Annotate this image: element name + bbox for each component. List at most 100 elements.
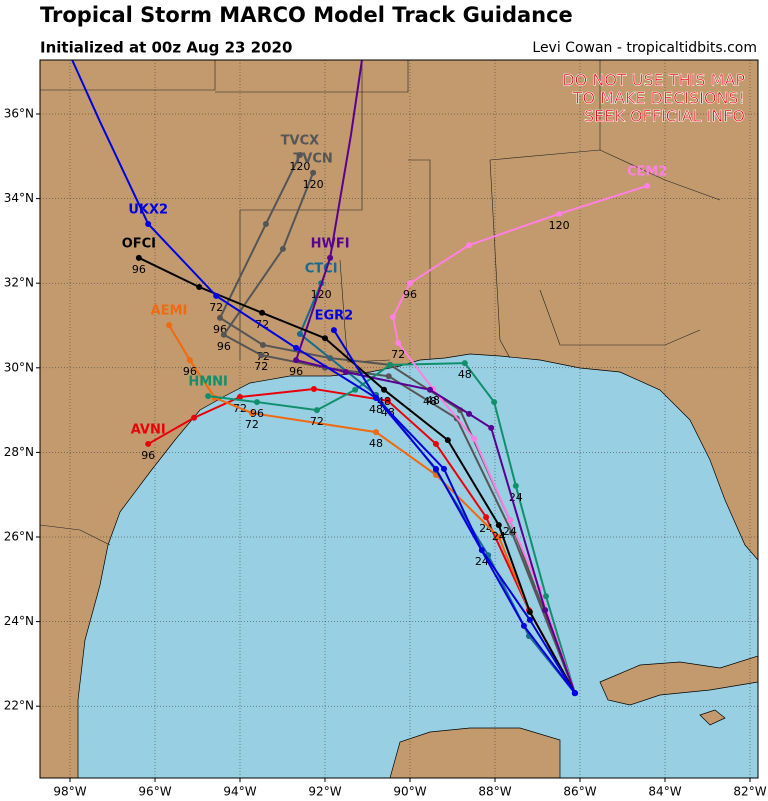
track-point <box>313 407 320 414</box>
track-point <box>186 357 193 364</box>
border <box>339 259 391 363</box>
track-point <box>526 608 533 615</box>
track-point <box>509 529 515 536</box>
model-name: AVNI <box>131 422 166 437</box>
forecast-hour: 24 <box>503 525 517 538</box>
track-point <box>512 482 519 489</box>
track-point <box>259 341 266 348</box>
lon-tick-label: 90°W <box>393 785 426 799</box>
track-point <box>466 410 473 417</box>
track-point <box>279 245 286 252</box>
forecast-hour: 24 <box>492 530 506 543</box>
forecast-hour: 120 <box>311 288 332 301</box>
lon-tick-label: 94°W <box>223 785 256 799</box>
subtitle: Initialized at 00z Aug 23 2020 <box>40 39 292 57</box>
ticks: 22°N 24°N 26°N 28°N 30°N 32°N 34°N 36°N 98°W 96°W… <box>4 107 767 799</box>
forecast-hour: 72 <box>209 301 223 314</box>
track-point <box>220 331 227 338</box>
track-point <box>296 152 303 159</box>
lon-tick-label: 82°W <box>733 785 766 799</box>
track-point <box>258 352 265 359</box>
track-point <box>213 292 220 299</box>
track-point <box>135 254 142 261</box>
forecast-hour: 96 <box>217 340 231 353</box>
model-name: CTCI <box>305 262 338 277</box>
track-point <box>310 169 317 176</box>
lon-tick-label: 84°W <box>648 785 681 799</box>
track-point <box>373 429 379 436</box>
lat-tick-label: 28°N <box>4 445 34 459</box>
track-point <box>166 322 173 329</box>
border <box>40 524 111 546</box>
track-point <box>352 386 359 393</box>
forecast-hour: 96 <box>132 263 146 276</box>
track-point <box>387 361 394 368</box>
track-point <box>488 424 495 431</box>
lon-tick-label: 92°W <box>308 785 341 799</box>
forecast-hour: 72 <box>310 415 324 428</box>
forecast-hour: 48 <box>423 395 437 408</box>
lat-tick-label: 24°N <box>4 614 34 628</box>
border <box>215 60 409 93</box>
track-point <box>407 280 413 287</box>
track-point <box>254 399 260 406</box>
track-point <box>384 397 391 404</box>
jamaica <box>699 709 726 726</box>
forecast-hour: 48 <box>426 394 440 407</box>
track-point <box>293 344 300 351</box>
border <box>40 60 216 91</box>
track-point <box>381 386 388 393</box>
forecast-hour: 96 <box>250 407 264 420</box>
cuba <box>599 655 758 706</box>
track-point <box>506 517 513 524</box>
map-border <box>39 59 759 779</box>
track-line <box>333 329 576 694</box>
border <box>489 149 721 201</box>
forecast-hour: 48 <box>369 403 383 416</box>
track-point <box>495 522 502 529</box>
lat-tick-label: 34°N <box>4 191 34 205</box>
track-point <box>444 437 451 444</box>
model-name: EGR2 <box>315 309 354 324</box>
track-point <box>390 314 396 321</box>
forecast-hour: 72 <box>391 348 405 361</box>
lat-tick-label: 22°N <box>4 699 34 713</box>
forecast-hour: 72 <box>245 418 259 431</box>
lon-tick-label: 98°W <box>53 785 86 799</box>
track-point <box>342 369 349 376</box>
model-name: UKX2 <box>128 202 168 217</box>
track-point <box>296 330 303 337</box>
forecast-hour: 120 <box>303 178 324 191</box>
forecast-hour: 24 <box>479 522 493 535</box>
forecast-hour: 48 <box>458 368 472 381</box>
warning: SEEK OFFICIAL INFO <box>584 107 745 126</box>
track-point <box>293 357 300 364</box>
track-point <box>543 593 549 600</box>
track-point <box>385 373 392 380</box>
track-point <box>395 339 402 346</box>
map-frame: 7296120TVCX7296120TVCN24487296AVNI487296… <box>40 60 758 778</box>
track-point <box>495 534 502 540</box>
track-point <box>196 284 203 291</box>
warning: TO MAKE DECISIONS! <box>572 89 745 108</box>
track-point <box>217 314 224 321</box>
model-name: AEMI <box>151 304 188 319</box>
forecast-hour: 24 <box>475 555 489 568</box>
lon-tick-label: 86°W <box>563 785 596 799</box>
track-point <box>526 616 533 623</box>
border <box>539 289 701 346</box>
lat-tick-label: 36°N <box>4 107 34 121</box>
model-name: TVCX <box>281 134 320 149</box>
forecast-hour: 96 <box>183 365 197 378</box>
track-point <box>466 242 473 249</box>
model-name: HMNI <box>188 375 228 390</box>
forecast-hour: 96 <box>289 365 303 378</box>
border <box>408 159 431 360</box>
lat-tick-label: 26°N <box>4 530 34 544</box>
track-point <box>644 182 651 189</box>
track-point <box>556 210 563 217</box>
model-name: OFCI <box>122 236 156 251</box>
track-point <box>432 440 439 447</box>
lat-tick-label: 32°N <box>4 276 34 290</box>
